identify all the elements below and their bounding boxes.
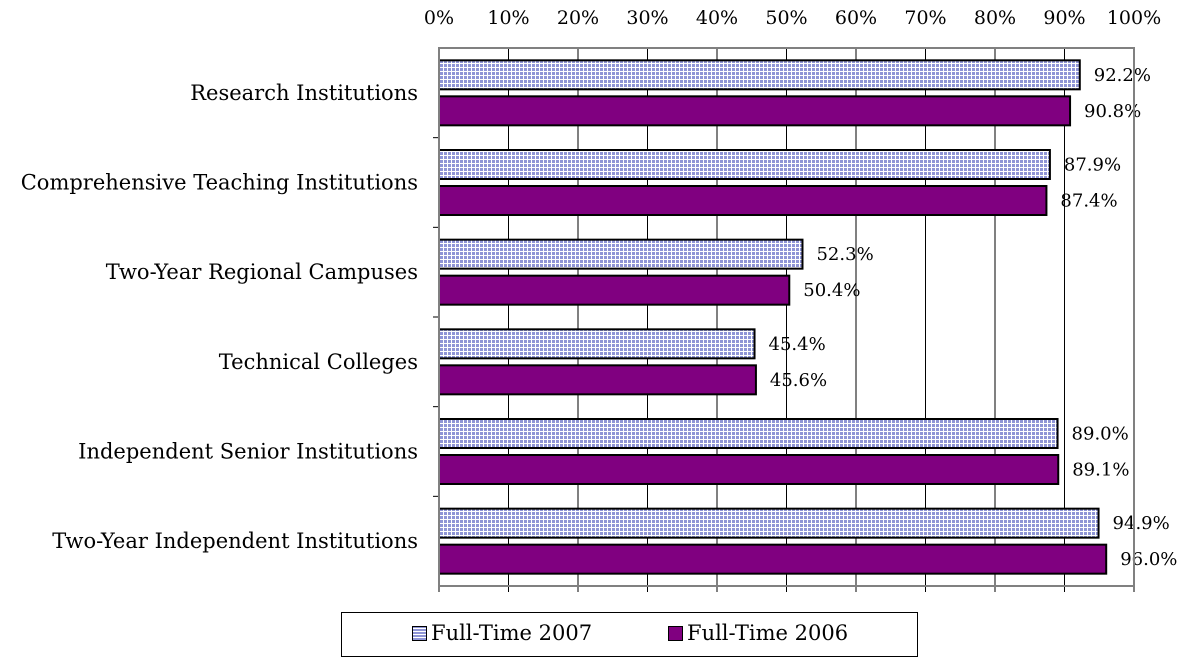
category-label: Comprehensive Teaching Institutions bbox=[21, 171, 418, 195]
bar-2007 bbox=[438, 328, 756, 360]
legend-swatch-2007 bbox=[412, 625, 427, 641]
bar-2006 bbox=[438, 543, 1108, 575]
bar-2006 bbox=[438, 364, 757, 396]
legend: Full-Time 2007 Full-Time 2006 bbox=[341, 612, 918, 657]
category-label: Independent Senior Institutions bbox=[78, 440, 418, 464]
legend-item-2006: Full-Time 2006 bbox=[668, 621, 848, 645]
data-label: 89.0% bbox=[1072, 424, 1129, 445]
category-label: Research Institutions bbox=[190, 81, 418, 105]
bar-2007 bbox=[438, 238, 804, 270]
bar-2006 bbox=[438, 274, 791, 306]
bar-2007 bbox=[438, 149, 1051, 180]
legend-label-2007: Full-Time 2007 bbox=[431, 621, 593, 645]
legend-swatch-2006 bbox=[668, 625, 683, 641]
x-tick-label: 20% bbox=[557, 7, 599, 29]
data-label: 45.6% bbox=[770, 370, 827, 391]
data-label: 87.9% bbox=[1064, 155, 1121, 176]
bars bbox=[438, 59, 1108, 575]
plot-area-frame bbox=[438, 47, 1135, 587]
x-tick-label: 30% bbox=[626, 7, 668, 29]
data-label: 45.4% bbox=[769, 334, 826, 355]
category-label: Two-Year Independent Institutions bbox=[52, 529, 418, 553]
data-labels: 92.2% 90.8% 87.9% 87.4% 52.3% 50.4% 45.4% 45.6%… bbox=[769, 65, 1178, 570]
x-axis-ticks: 0% 10% 20% 30% 40% 50% 60% 70% 80% 90% 100% bbox=[424, 7, 1161, 592]
x-tick-label: 80% bbox=[974, 7, 1016, 29]
legend-item-2007: Full-Time 2007 bbox=[412, 621, 592, 645]
category-labels: Research Institutions Comprehensive Teach… bbox=[21, 81, 418, 553]
bar-2007 bbox=[438, 507, 1100, 539]
data-label: 50.4% bbox=[803, 280, 860, 301]
bar-2007 bbox=[438, 59, 1081, 91]
data-label: 90.8% bbox=[1084, 101, 1141, 122]
x-tick-label: 40% bbox=[696, 7, 738, 29]
legend-label-2006: Full-Time 2006 bbox=[687, 621, 849, 645]
data-label: 94.9% bbox=[1113, 513, 1170, 534]
x-tick-label: 90% bbox=[1043, 7, 1085, 29]
data-label: 96.0% bbox=[1120, 549, 1177, 570]
x-tick-label: 10% bbox=[487, 7, 529, 29]
x-tick-label: 60% bbox=[835, 7, 877, 29]
data-label: 87.4% bbox=[1060, 191, 1117, 212]
category-label: Two-Year Regional Campuses bbox=[106, 260, 418, 284]
data-label: 52.3% bbox=[816, 244, 873, 265]
x-tick-label: 0% bbox=[424, 7, 454, 29]
bar-2007 bbox=[438, 418, 1059, 449]
bar-2006 bbox=[438, 95, 1072, 127]
bar-2006 bbox=[438, 454, 1060, 485]
x-tick-label: 50% bbox=[765, 7, 807, 29]
gridlines bbox=[508, 48, 1065, 586]
data-label: 89.1% bbox=[1072, 460, 1129, 481]
x-tick-label: 70% bbox=[904, 7, 946, 29]
x-tick-label: 100% bbox=[1107, 7, 1161, 29]
category-label: Technical Colleges bbox=[219, 350, 418, 374]
bar-2006 bbox=[438, 185, 1048, 216]
data-label: 92.2% bbox=[1094, 65, 1151, 86]
